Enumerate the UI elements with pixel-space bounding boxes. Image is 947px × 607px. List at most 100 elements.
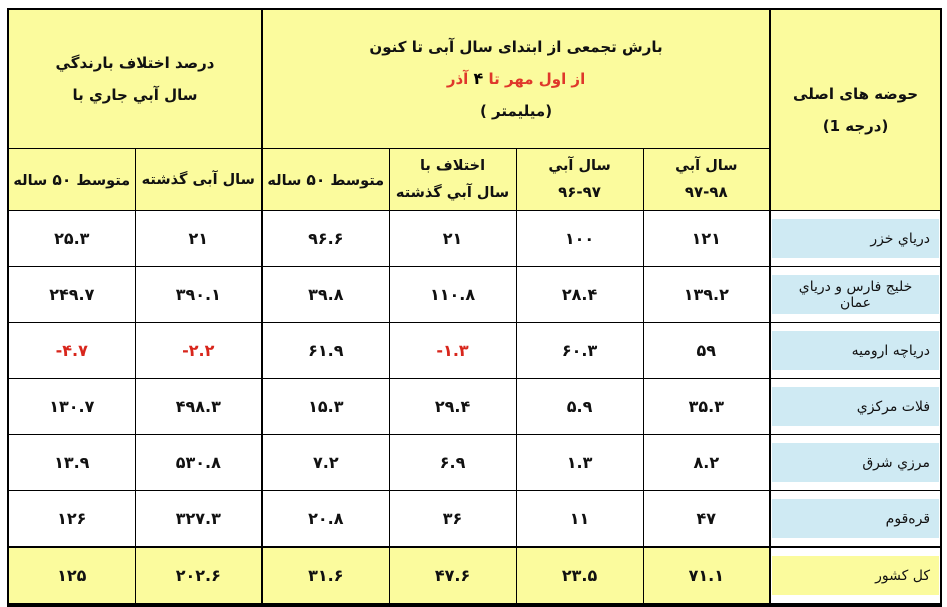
basin-name-cell: خلیج فارس و دریاي عمان xyxy=(769,266,942,323)
year-range-96-97: ۹۶-۹۷ xyxy=(558,183,601,202)
basin-header-line1: حوضه های اصلی xyxy=(793,85,919,103)
cell-pct-avg: ۲۵.۳ xyxy=(7,210,136,267)
cell-diff-mm: ۲۱ xyxy=(388,210,517,267)
precip-header-period: از اول مهر تا ۴ آذر xyxy=(264,67,769,91)
basin-name-cell: مرزي شرق xyxy=(769,434,942,491)
basin-name: کل کشور xyxy=(875,567,931,584)
year-range-97-98: ۹۷-۹۸ xyxy=(684,183,728,202)
table-row-whole-country-total: کل کشور ۷۱.۱ ۲۳.۵ ۴۷.۶ ۳۱.۶ ۲۰۲.۶ ۱۲۵ xyxy=(7,546,942,606)
cell-y9697: ۱۱ xyxy=(515,490,644,548)
diff-label-line1: اختلاف با xyxy=(419,158,486,175)
percent-section-header: درصد اختلاف بارندگي سال آبي جاري با xyxy=(7,8,263,149)
cell-avg50-mm: ۶۱.۹ xyxy=(261,322,390,379)
avg50-prefix: متوسط xyxy=(71,172,131,189)
basin-name-cell: فلات مرکزي xyxy=(769,378,942,435)
basin-name-cell: دریاچه ارومیه xyxy=(769,322,942,379)
basin-name-cell: کل کشور xyxy=(769,546,942,606)
cell-avg50-mm: ۳۱.۶ xyxy=(261,546,390,606)
basin-column-header: حوضه های اصلی (درجه 1) xyxy=(769,8,942,211)
cell-y9798: ۴۷ xyxy=(642,490,771,548)
table-row-caspian: دریاي خزر ۱۲۱ ۱۰۰ ۲۱ ۹۶.۶ ۲۱ ۲۵.۳ xyxy=(7,210,942,267)
cell-pct-avg: -۴.۷ xyxy=(7,322,136,379)
period-day-number: ۴ xyxy=(473,69,484,88)
header-row-2: سال آبي ۹۷-۹۸ سال آبي ۹۶-۹۷ اختلاف با سا… xyxy=(7,148,941,211)
avg50-suffix: ساله xyxy=(267,172,307,189)
cell-pct-last: -۲.۲ xyxy=(134,322,263,379)
basin-name: دریاچه ارومیه xyxy=(851,342,931,359)
cell-diff-mm: ۲۹.۴ xyxy=(388,378,517,435)
percent-header-line2: سال آبي جاري با xyxy=(72,85,198,104)
table-row-qareh-qum: قره‌قوم ۴۷ ۱۱ ۳۶ ۲۰.۸ ۳۲۷.۳ ۱۲۶ xyxy=(7,490,942,548)
cell-y9798: ۷۱.۱ xyxy=(642,546,771,606)
table-row-urmia: دریاچه ارومیه ۵۹ ۶۰.۳ -۱.۳ ۶۱.۹ -۲.۲ -۴.… xyxy=(7,322,942,379)
cell-pct-avg: ۱۲۶ xyxy=(7,490,136,548)
basin-fill: فلات مرکزي xyxy=(772,387,940,426)
cell-pct-last: ۲۱ xyxy=(134,210,263,267)
cell-y9798: ۳۵.۳ xyxy=(642,378,771,435)
cell-avg50-mm: ۷.۲ xyxy=(261,434,390,491)
cell-diff-mm: ۶.۹ xyxy=(388,434,517,491)
year-label: سال آبي xyxy=(675,157,738,174)
cell-pct-avg: ۲۴۹.۷ xyxy=(7,266,136,323)
cell-diff-mm: ۱۱۰.۸ xyxy=(388,266,517,323)
year-label: سال آبي xyxy=(548,157,611,174)
cell-pct-last: ۲۰۲.۶ xyxy=(134,546,263,606)
precip-header-unit: (میلیمتر ) xyxy=(479,102,553,120)
precipitation-table: حوضه های اصلی (درجه 1) بارش تجمعی از ابت… xyxy=(7,8,943,607)
avg50-suffix: ساله xyxy=(13,172,53,189)
last-year-label: سال آبی گذشته xyxy=(141,171,255,188)
cell-y9697: ۲۳.۵ xyxy=(515,546,644,606)
cell-pct-last: ۵۳۰.۸ xyxy=(134,434,263,491)
cell-y9697: ۲۸.۴ xyxy=(515,266,644,323)
cell-y9697: ۱۰۰ xyxy=(515,210,644,267)
cell-pct-last: ۴۹۸.۳ xyxy=(134,378,263,435)
period-suffix: آذر xyxy=(446,70,474,88)
basin-fill: قره‌قوم xyxy=(772,499,940,538)
cell-avg50-mm: ۳۹.۸ xyxy=(261,266,390,323)
cell-pct-last: ۳۹۰.۱ xyxy=(134,266,263,323)
basin-fill: خلیج فارس و دریاي عمان xyxy=(772,275,940,314)
header-row-1: حوضه های اصلی (درجه 1) بارش تجمعی از ابت… xyxy=(7,8,942,211)
cell-y9798: ۵۹ xyxy=(642,322,771,379)
subheader-year-97-98: سال آبي ۹۷-۹۸ xyxy=(642,148,771,211)
precip-section-header: بارش تجمعی از ابتدای سال آبی تا کنون از … xyxy=(261,8,771,149)
cell-pct-avg: ۱۲۵ xyxy=(7,546,136,606)
table-row-central-plateau: فلات مرکزي ۳۵.۳ ۵.۹ ۲۹.۴ ۱۵.۳ ۴۹۸.۳ ۱۳۰.… xyxy=(7,378,942,435)
subheader-avg50-percent: متوسط ۵۰ ساله xyxy=(7,148,136,211)
cell-y9798: ۱۳۹.۲ xyxy=(642,266,771,323)
cell-diff-mm: -۱.۳ xyxy=(388,322,517,379)
cell-pct-avg: ۱۳۰.۷ xyxy=(7,378,136,435)
subheader-diff-with-last-year: اختلاف با سال آبي گذشته xyxy=(388,148,517,211)
table-row-persian-gulf: خلیج فارس و دریاي عمان ۱۳۹.۲ ۲۸.۴ ۱۱۰.۸ … xyxy=(7,266,942,323)
avg50-prefix: متوسط xyxy=(325,172,385,189)
basin-name: فلات مرکزي xyxy=(856,398,931,415)
basin-name-cell: قره‌قوم xyxy=(769,490,942,548)
cell-avg50-mm: ۲۰.۸ xyxy=(261,490,390,548)
avg50-number: ۵۰ xyxy=(52,170,72,189)
diff-label-line2: سال آبي گذشته xyxy=(395,184,510,201)
subheader-last-water-year: سال آبی گذشته xyxy=(134,148,263,211)
cell-y9697: ۵.۹ xyxy=(515,378,644,435)
basin-fill: دریاچه ارومیه xyxy=(772,331,940,370)
cell-diff-mm: ۴۷.۶ xyxy=(388,546,517,606)
cell-y9798: ۱۲۱ xyxy=(642,210,771,267)
subheader-year-96-97: سال آبي ۹۶-۹۷ xyxy=(515,148,644,211)
basin-name: مرزي شرق xyxy=(862,454,931,471)
cell-y9697: ۱.۳ xyxy=(515,434,644,491)
cell-pct-avg: ۱۳.۹ xyxy=(7,434,136,491)
cell-y9798: ۸.۲ xyxy=(642,434,771,491)
precip-header-title: بارش تجمعی از ابتدای سال آبی تا کنون xyxy=(369,37,663,56)
basin-name: قره‌قوم xyxy=(885,510,931,527)
subheader-avg50-mm: متوسط ۵۰ ساله xyxy=(261,148,390,211)
basin-name-cell: دریاي خزر xyxy=(769,210,942,267)
avg50-number: ۵۰ xyxy=(306,170,326,189)
cell-y9697: ۶۰.۳ xyxy=(515,322,644,379)
cell-pct-last: ۳۲۷.۳ xyxy=(134,490,263,548)
basin-fill: کل کشور xyxy=(772,556,940,595)
basin-header-line2: (درجه 1) xyxy=(822,116,889,135)
percent-header-line1: درصد اختلاف بارندگي xyxy=(55,54,215,72)
cell-avg50-mm: ۱۵.۳ xyxy=(261,378,390,435)
cell-diff-mm: ۳۶ xyxy=(388,490,517,548)
period-prefix: از اول مهر تا xyxy=(483,70,586,88)
